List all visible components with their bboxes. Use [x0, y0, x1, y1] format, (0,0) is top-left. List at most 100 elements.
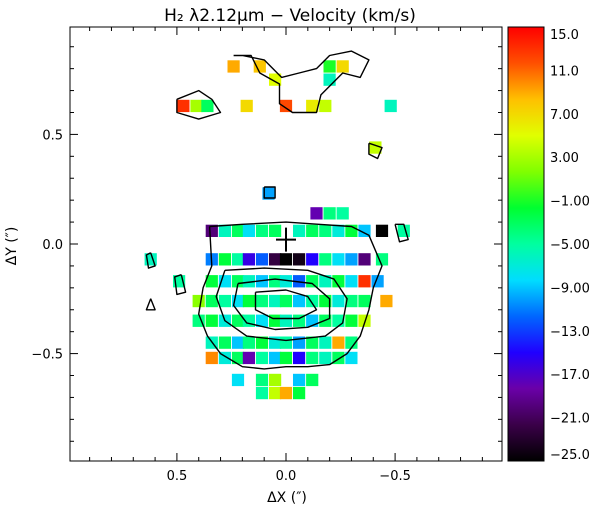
flux-contour — [145, 298, 156, 311]
velocity-pixel — [231, 336, 245, 349]
velocity-pixel — [306, 351, 319, 365]
velocity-pixel — [279, 253, 293, 266]
velocity-pixel — [269, 294, 282, 308]
velocity-pixel — [279, 314, 293, 327]
center-cross-marker — [276, 227, 296, 252]
velocity-pixel — [218, 294, 231, 308]
colorbar-label: 15.0 — [550, 28, 579, 43]
velocity-pixel — [255, 253, 269, 266]
flux-contour — [394, 223, 409, 243]
velocity-pixel — [332, 294, 345, 308]
velocity-pixel — [332, 275, 345, 288]
velocity-pixel — [358, 253, 371, 266]
velocity-pixel — [242, 275, 255, 288]
velocity-pixel — [231, 351, 245, 365]
velocity-pixel — [279, 99, 293, 113]
velocity-pixel — [231, 224, 245, 237]
velocity-pixel — [205, 351, 218, 365]
velocity-pixel — [269, 373, 282, 387]
velocity-pixel — [255, 373, 269, 387]
velocity-pixel — [306, 275, 319, 288]
velocity-pixel — [319, 336, 332, 349]
velocity-pixel — [279, 275, 293, 288]
flux-contour — [215, 267, 348, 342]
velocity-pixel — [255, 224, 269, 237]
velocity-pixel — [358, 314, 371, 327]
x-axis-label: ΔX (″) — [267, 490, 307, 506]
velocity-pixel — [192, 294, 205, 308]
velocity-pixel — [255, 386, 269, 400]
velocity-pixel — [279, 294, 293, 308]
velocity-pixel — [293, 373, 306, 387]
x-tick-label: 0.5 — [167, 469, 188, 484]
velocity-pixel — [240, 99, 253, 113]
velocity-pixel — [380, 294, 393, 308]
velocity-pixel — [262, 187, 275, 200]
velocity-pixel — [269, 224, 282, 237]
velocity-pixel — [242, 336, 255, 349]
velocity-pixel — [332, 224, 345, 237]
velocity-pixel — [190, 99, 203, 113]
velocity-pixel — [218, 336, 231, 349]
velocity-pixel — [332, 336, 345, 349]
velocity-pixel — [269, 386, 282, 400]
velocity-pixel — [323, 73, 336, 86]
colorbar-gradient — [507, 26, 545, 462]
colorbar-label: −25.0 — [550, 448, 590, 463]
velocity-pixel — [269, 314, 282, 327]
velocity-pixel — [358, 294, 371, 308]
velocity-pixel — [336, 207, 349, 220]
velocity-pixel — [255, 336, 269, 349]
colorbar-label: 7.00 — [550, 108, 579, 123]
velocity-pixel — [345, 336, 358, 349]
flux-contours — [145, 50, 409, 370]
colorbar-label: 11.0 — [550, 64, 579, 79]
velocity-pixel — [242, 294, 255, 308]
y-tick-label: −0.5 — [31, 348, 63, 363]
colorbar: 15.0 11.0 7.00 3.00 −1.00 −5.00 −9.00 −13.0 −17.… — [507, 26, 590, 463]
velocity-pixel — [306, 224, 319, 237]
velocity-pixel — [255, 351, 269, 365]
velocity-pixel — [242, 253, 255, 266]
colorbar-label: −21.0 — [550, 412, 590, 427]
velocity-pixel — [255, 294, 269, 308]
velocity-pixel — [255, 314, 269, 327]
velocity-pixel — [269, 253, 282, 266]
x-tick-label: 0.0 — [276, 469, 297, 484]
velocity-pixel — [205, 224, 218, 237]
velocity-pixel — [205, 294, 218, 308]
velocity-pixel — [218, 253, 231, 266]
velocity-pixel — [310, 207, 323, 220]
flux-contour — [174, 274, 187, 296]
velocity-pixels — [144, 60, 410, 400]
velocity-pixel — [293, 224, 306, 237]
velocity-pixel — [319, 99, 332, 113]
velocity-pixel — [227, 60, 240, 73]
velocity-pixel — [242, 224, 255, 237]
velocity-pixel — [231, 373, 245, 387]
velocity-pixel — [279, 336, 293, 349]
velocity-pixel — [269, 351, 282, 365]
velocity-pixel — [358, 275, 371, 288]
velocity-pixel — [293, 351, 306, 365]
velocity-pixel — [205, 275, 218, 288]
velocity-pixel — [323, 60, 336, 73]
flux-contour — [254, 289, 318, 320]
velocity-pixel — [375, 253, 389, 266]
velocity-pixel — [345, 294, 358, 308]
velocity-pixel — [242, 351, 255, 365]
velocity-pixel — [319, 275, 332, 288]
velocity-pixel — [345, 275, 358, 288]
colorbar-label: −17.0 — [550, 368, 590, 383]
flux-contour — [233, 50, 370, 114]
flux-contour — [145, 252, 156, 269]
velocity-pixel — [332, 253, 345, 266]
velocity-pixel — [279, 351, 293, 365]
flux-contour — [198, 221, 383, 370]
velocity-pixel — [293, 294, 306, 308]
colorbar-label: −5.00 — [550, 238, 590, 253]
colorbar-label: −13.0 — [550, 325, 590, 340]
colorbar-label: −9.00 — [550, 281, 590, 296]
velocity-pixel — [319, 224, 332, 237]
